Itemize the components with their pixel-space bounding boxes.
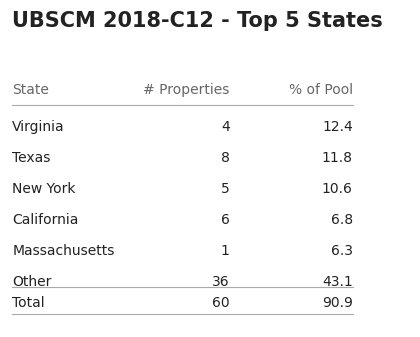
Text: 12.4: 12.4 xyxy=(322,120,353,134)
Text: 10.6: 10.6 xyxy=(322,182,353,196)
Text: 8: 8 xyxy=(220,151,230,165)
Text: 36: 36 xyxy=(212,275,230,289)
Text: Massachusetts: Massachusetts xyxy=(12,244,115,258)
Text: 6.3: 6.3 xyxy=(331,244,353,258)
Text: Texas: Texas xyxy=(12,151,51,165)
Text: 60: 60 xyxy=(212,296,230,309)
Text: 6.8: 6.8 xyxy=(331,213,353,227)
Text: 5: 5 xyxy=(221,182,230,196)
Text: State: State xyxy=(12,83,49,97)
Text: Virginia: Virginia xyxy=(12,120,65,134)
Text: 6: 6 xyxy=(220,213,230,227)
Text: Other: Other xyxy=(12,275,52,289)
Text: 43.1: 43.1 xyxy=(322,275,353,289)
Text: California: California xyxy=(12,213,79,227)
Text: New York: New York xyxy=(12,182,76,196)
Text: 1: 1 xyxy=(220,244,230,258)
Text: 11.8: 11.8 xyxy=(322,151,353,165)
Text: 90.9: 90.9 xyxy=(322,296,353,309)
Text: # Properties: # Properties xyxy=(143,83,230,97)
Text: UBSCM 2018-C12 - Top 5 States: UBSCM 2018-C12 - Top 5 States xyxy=(12,11,383,31)
Text: Total: Total xyxy=(12,296,45,309)
Text: 4: 4 xyxy=(221,120,230,134)
Text: % of Pool: % of Pool xyxy=(289,83,353,97)
